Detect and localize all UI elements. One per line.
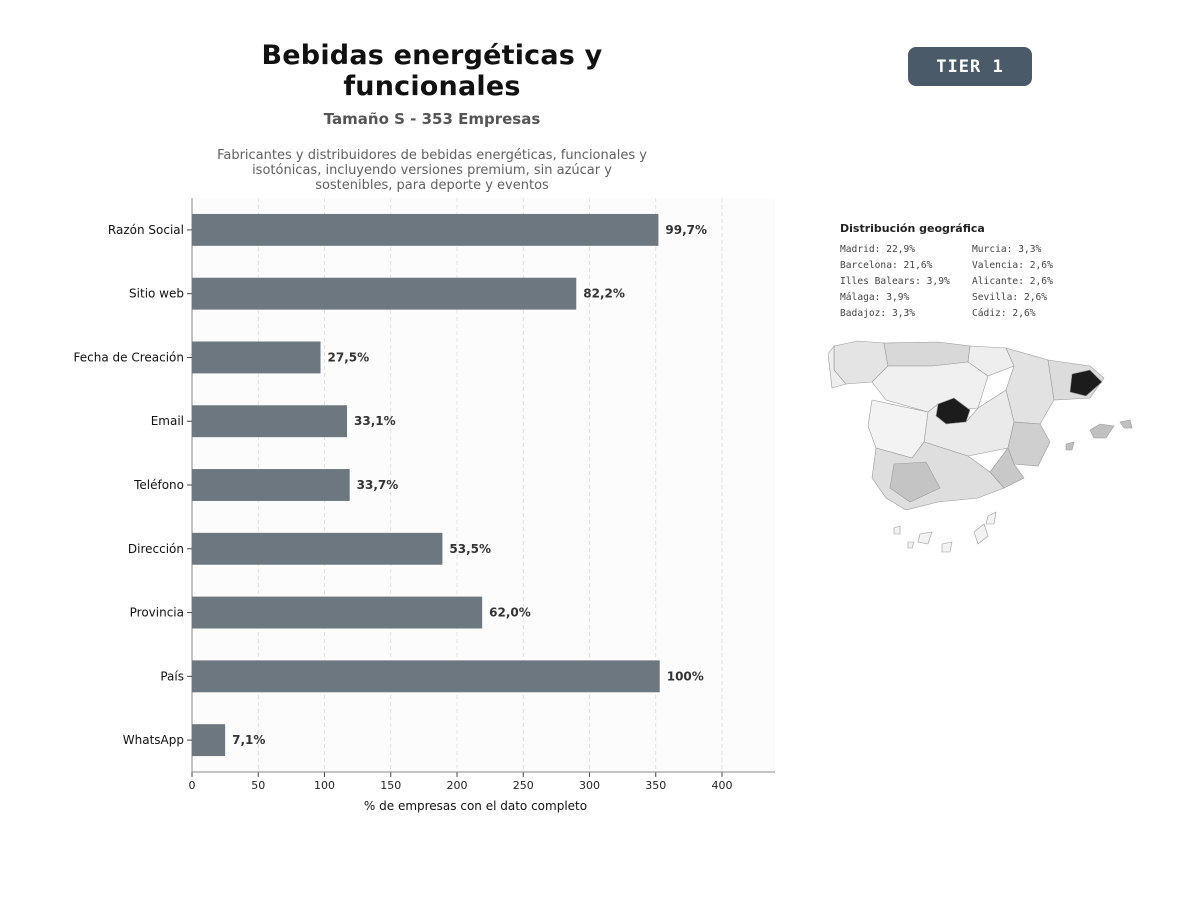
map-region — [1005, 347, 1055, 425]
data-label: 7,1% — [232, 733, 265, 747]
header: Bebidas energéticas y funcionales Tamaño… — [182, 40, 682, 193]
category-label: Razón Social — [108, 223, 184, 237]
map-region — [917, 531, 933, 545]
page-subtitle: Tamaño S - 353 Empresas — [323, 110, 541, 128]
map-region — [973, 523, 989, 545]
geo-item: Murcia: 3,3% — [972, 244, 1042, 255]
x-tick-label: 300 — [579, 779, 600, 792]
geo-item: Illes Balears: 3,9% — [840, 276, 950, 287]
bar — [192, 405, 348, 438]
map-region — [985, 511, 997, 525]
bar — [192, 469, 350, 501]
bar — [192, 277, 577, 310]
data-label: 99,7% — [665, 223, 707, 237]
x-tick-label: 400 — [712, 779, 733, 792]
map-region — [989, 447, 1025, 489]
page-description: Fabricantes y distribuidores de bebidas … — [217, 148, 647, 193]
geo-item: Málaga: 3,9% — [840, 292, 910, 303]
category-label: WhatsApp — [123, 733, 184, 747]
category-label: Fecha de Creación — [74, 350, 184, 364]
geo-item: Valencia: 2,6% — [972, 260, 1053, 271]
map-region — [893, 525, 901, 535]
map-region — [1007, 421, 1051, 467]
x-axis-label: % de empresas con el dato completo — [364, 799, 587, 813]
tier-badge: TIER 1 — [908, 47, 1032, 86]
data-label: 62,0% — [489, 606, 531, 620]
map-region — [883, 341, 971, 367]
map-region — [941, 541, 953, 553]
bar — [192, 213, 659, 246]
data-label: 100% — [667, 669, 704, 683]
geo-item: Badajoz: 3,3% — [840, 308, 916, 319]
map-region — [889, 461, 941, 503]
map-region — [1089, 423, 1115, 439]
data-label: 33,1% — [354, 414, 396, 428]
map-region — [828, 345, 847, 389]
x-tick-label: 0 — [189, 779, 196, 792]
data-label: 27,5% — [328, 350, 370, 364]
map-region — [907, 541, 915, 549]
x-tick-label: 100 — [314, 779, 335, 792]
page-title: Bebidas energéticas y funcionales — [261, 40, 603, 102]
x-tick-label: 200 — [447, 779, 468, 792]
category-label: Email — [151, 414, 184, 428]
geo-item: Cádiz: 2,6% — [972, 308, 1036, 319]
map-region — [1069, 369, 1103, 397]
map-region — [1119, 419, 1133, 429]
data-label: 53,5% — [449, 542, 491, 556]
bar — [192, 660, 660, 693]
geo-title: Distribución geográfica — [840, 222, 985, 235]
data-label: 33,7% — [357, 478, 399, 492]
category-label: Provincia — [130, 606, 184, 620]
category-label: Teléfono — [133, 478, 184, 492]
map-region — [967, 345, 1015, 377]
spain-map — [828, 340, 1133, 553]
x-tick-label: 250 — [513, 779, 534, 792]
map-region — [1065, 441, 1075, 451]
data-label: 82,2% — [583, 287, 625, 301]
bar — [192, 596, 483, 629]
geo-list: Madrid: 22,9% Murcia: 3,3% Barcelona: 21… — [840, 243, 1072, 321]
geo-item: Sevilla: 2,6% — [972, 292, 1048, 303]
geo-distribution: Distribución geográfica Madrid: 22,9% Mu… — [840, 222, 1072, 321]
category-label: Dirección — [128, 542, 184, 556]
bar — [192, 341, 321, 374]
x-tick-label: 350 — [645, 779, 666, 792]
geo-item: Barcelona: 21,6% — [840, 260, 933, 271]
bar — [192, 532, 443, 565]
geo-item: Madrid: 22,9% — [840, 244, 916, 255]
x-tick-label: 50 — [251, 779, 265, 792]
x-tick-label: 150 — [380, 779, 401, 792]
category-label: País — [160, 669, 184, 683]
category-label: Sitio web — [129, 287, 184, 301]
geo-item: Alicante: 2,6% — [972, 276, 1053, 287]
bar — [192, 724, 226, 757]
